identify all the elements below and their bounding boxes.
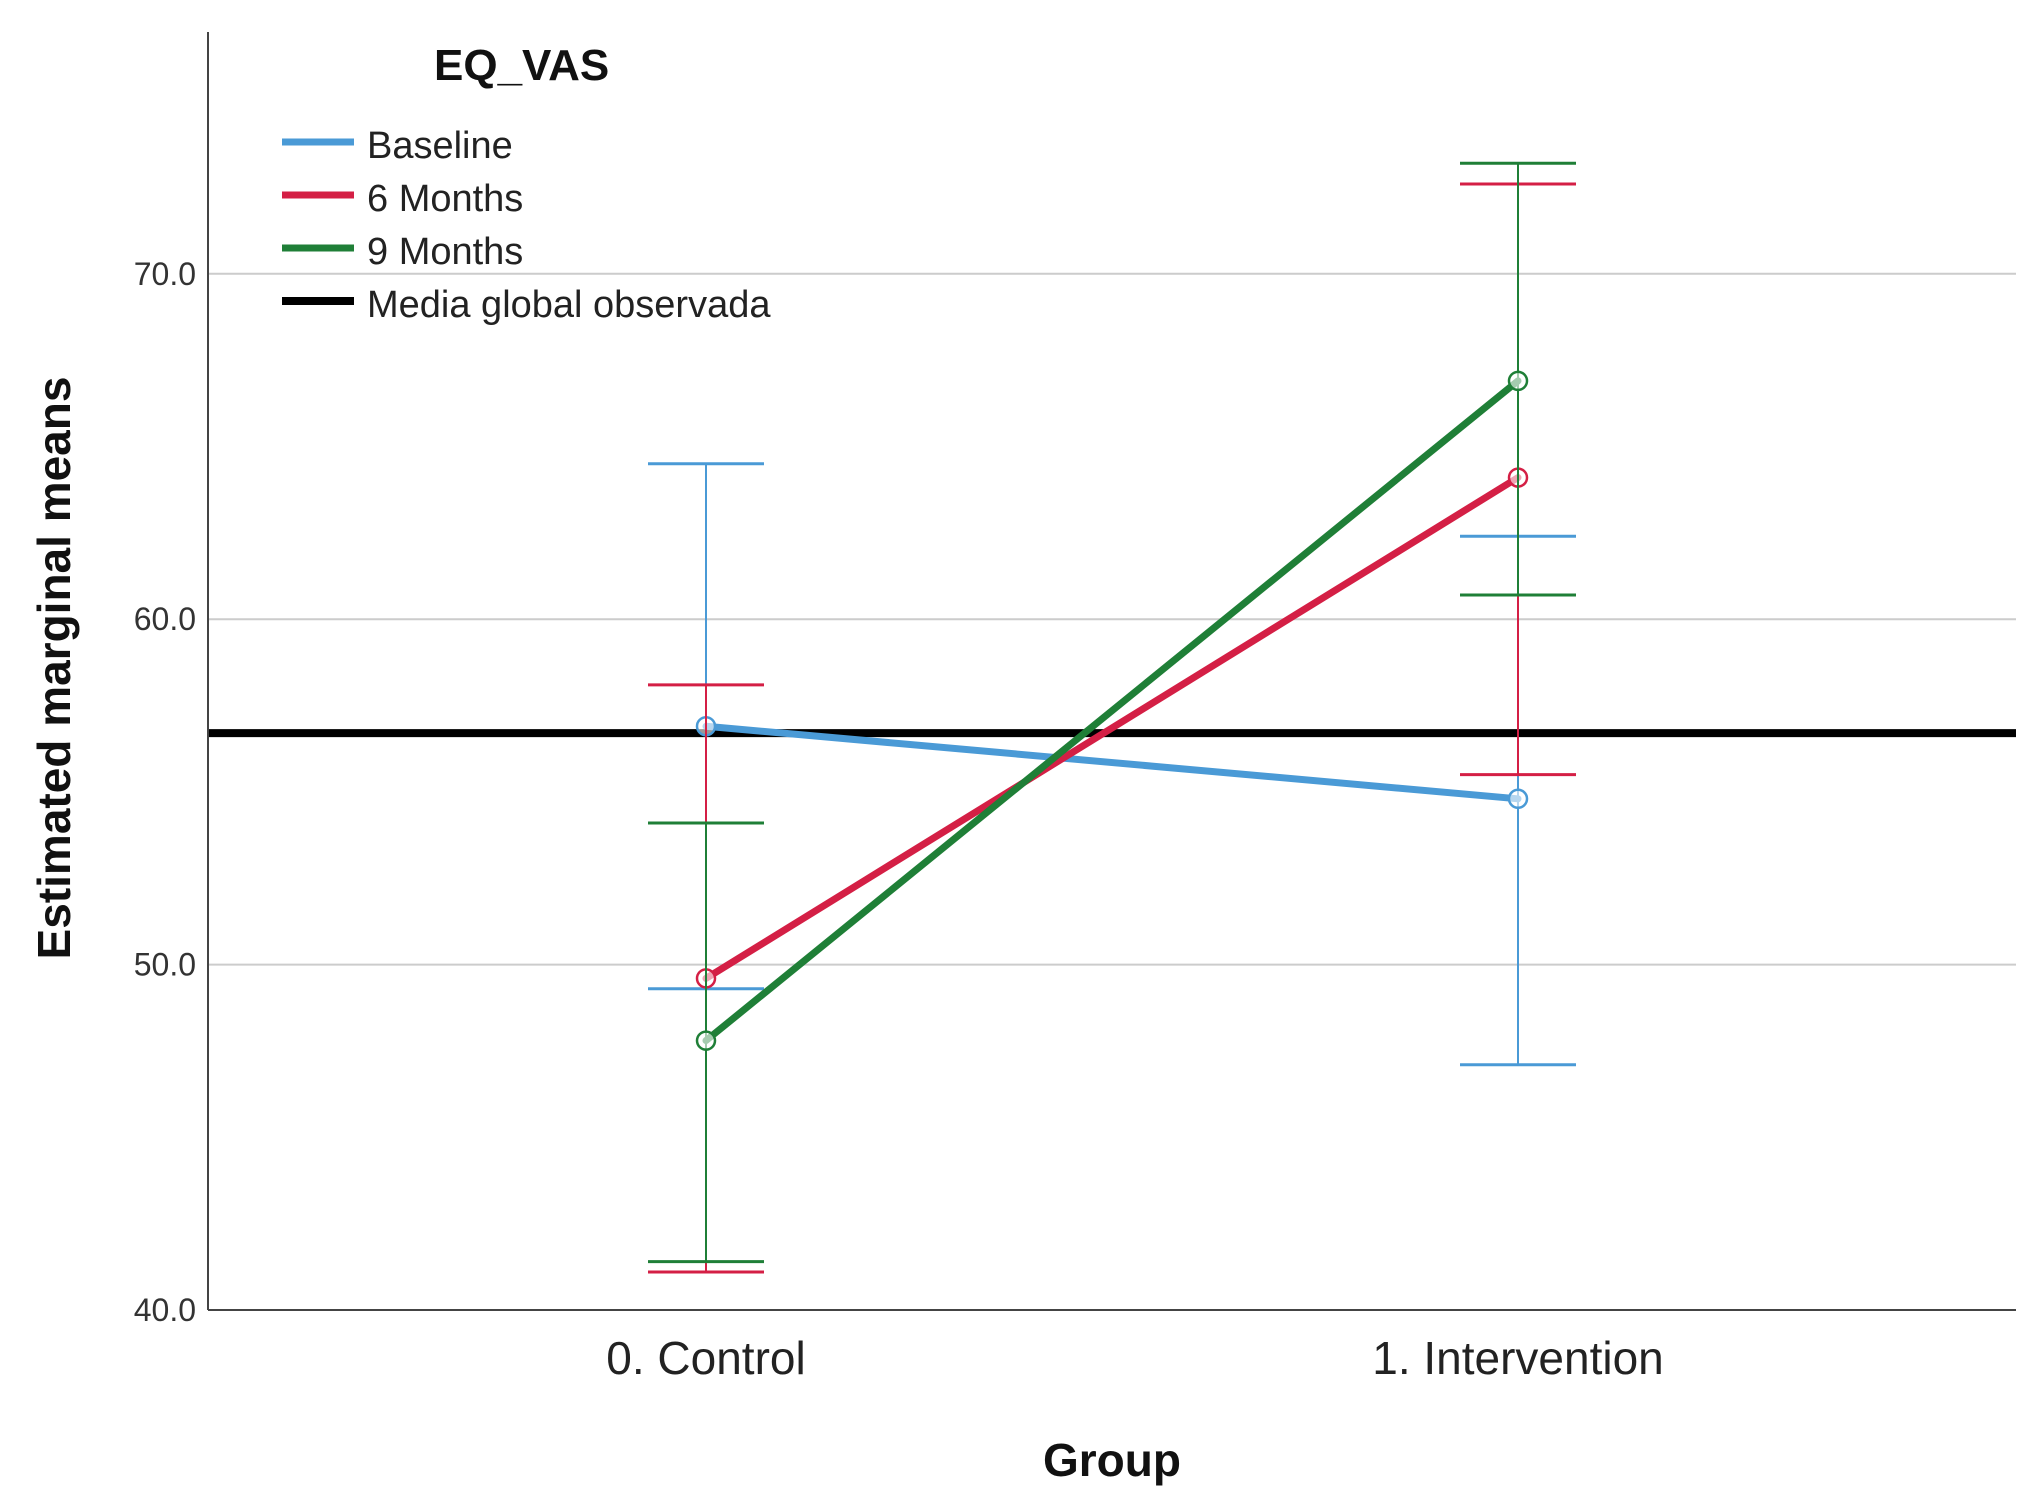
- legend-label-6-months: 6 Months: [367, 178, 523, 220]
- x-category-label: 1. Intervention: [1372, 1332, 1664, 1384]
- axes: [207, 32, 2016, 1311]
- series-9-months: [648, 161, 1576, 1264]
- y-tick-label: 40.0: [134, 1292, 196, 1328]
- y-tick-labels: 40.0 50.0 60.0 70.0: [134, 256, 196, 1328]
- series-line-6-months: [702, 474, 1522, 982]
- data-point-9-months: [1507, 370, 1529, 392]
- series-line-9-months: [702, 377, 1522, 1045]
- legend-label-9-months: 9 Months: [367, 231, 523, 273]
- gridlines: [208, 272, 2016, 966]
- series-line-baseline: [702, 722, 1522, 803]
- y-tick-label: 70.0: [134, 256, 196, 292]
- x-category-labels: 0. Control 1. Intervention: [606, 1332, 1663, 1384]
- data-point-9-months: [695, 1030, 717, 1051]
- data-point-baseline: [1507, 788, 1529, 810]
- y-tick-label: 50.0: [134, 947, 196, 983]
- y-axis-title: Estimated marginal means: [28, 377, 80, 960]
- legend-label-baseline: Baseline: [367, 125, 513, 167]
- series-layer: [648, 161, 1576, 1274]
- x-category-label: 0. Control: [606, 1332, 805, 1384]
- x-axis-title: Group: [1043, 1434, 1181, 1486]
- y-tick-label: 60.0: [134, 601, 196, 637]
- legend-label-reference-line: Media global observada: [367, 284, 771, 326]
- chart-title: EQ_VAS: [434, 41, 609, 90]
- legend: EQ_VAS Baseline 6 Months 9 Months Media …: [282, 41, 771, 326]
